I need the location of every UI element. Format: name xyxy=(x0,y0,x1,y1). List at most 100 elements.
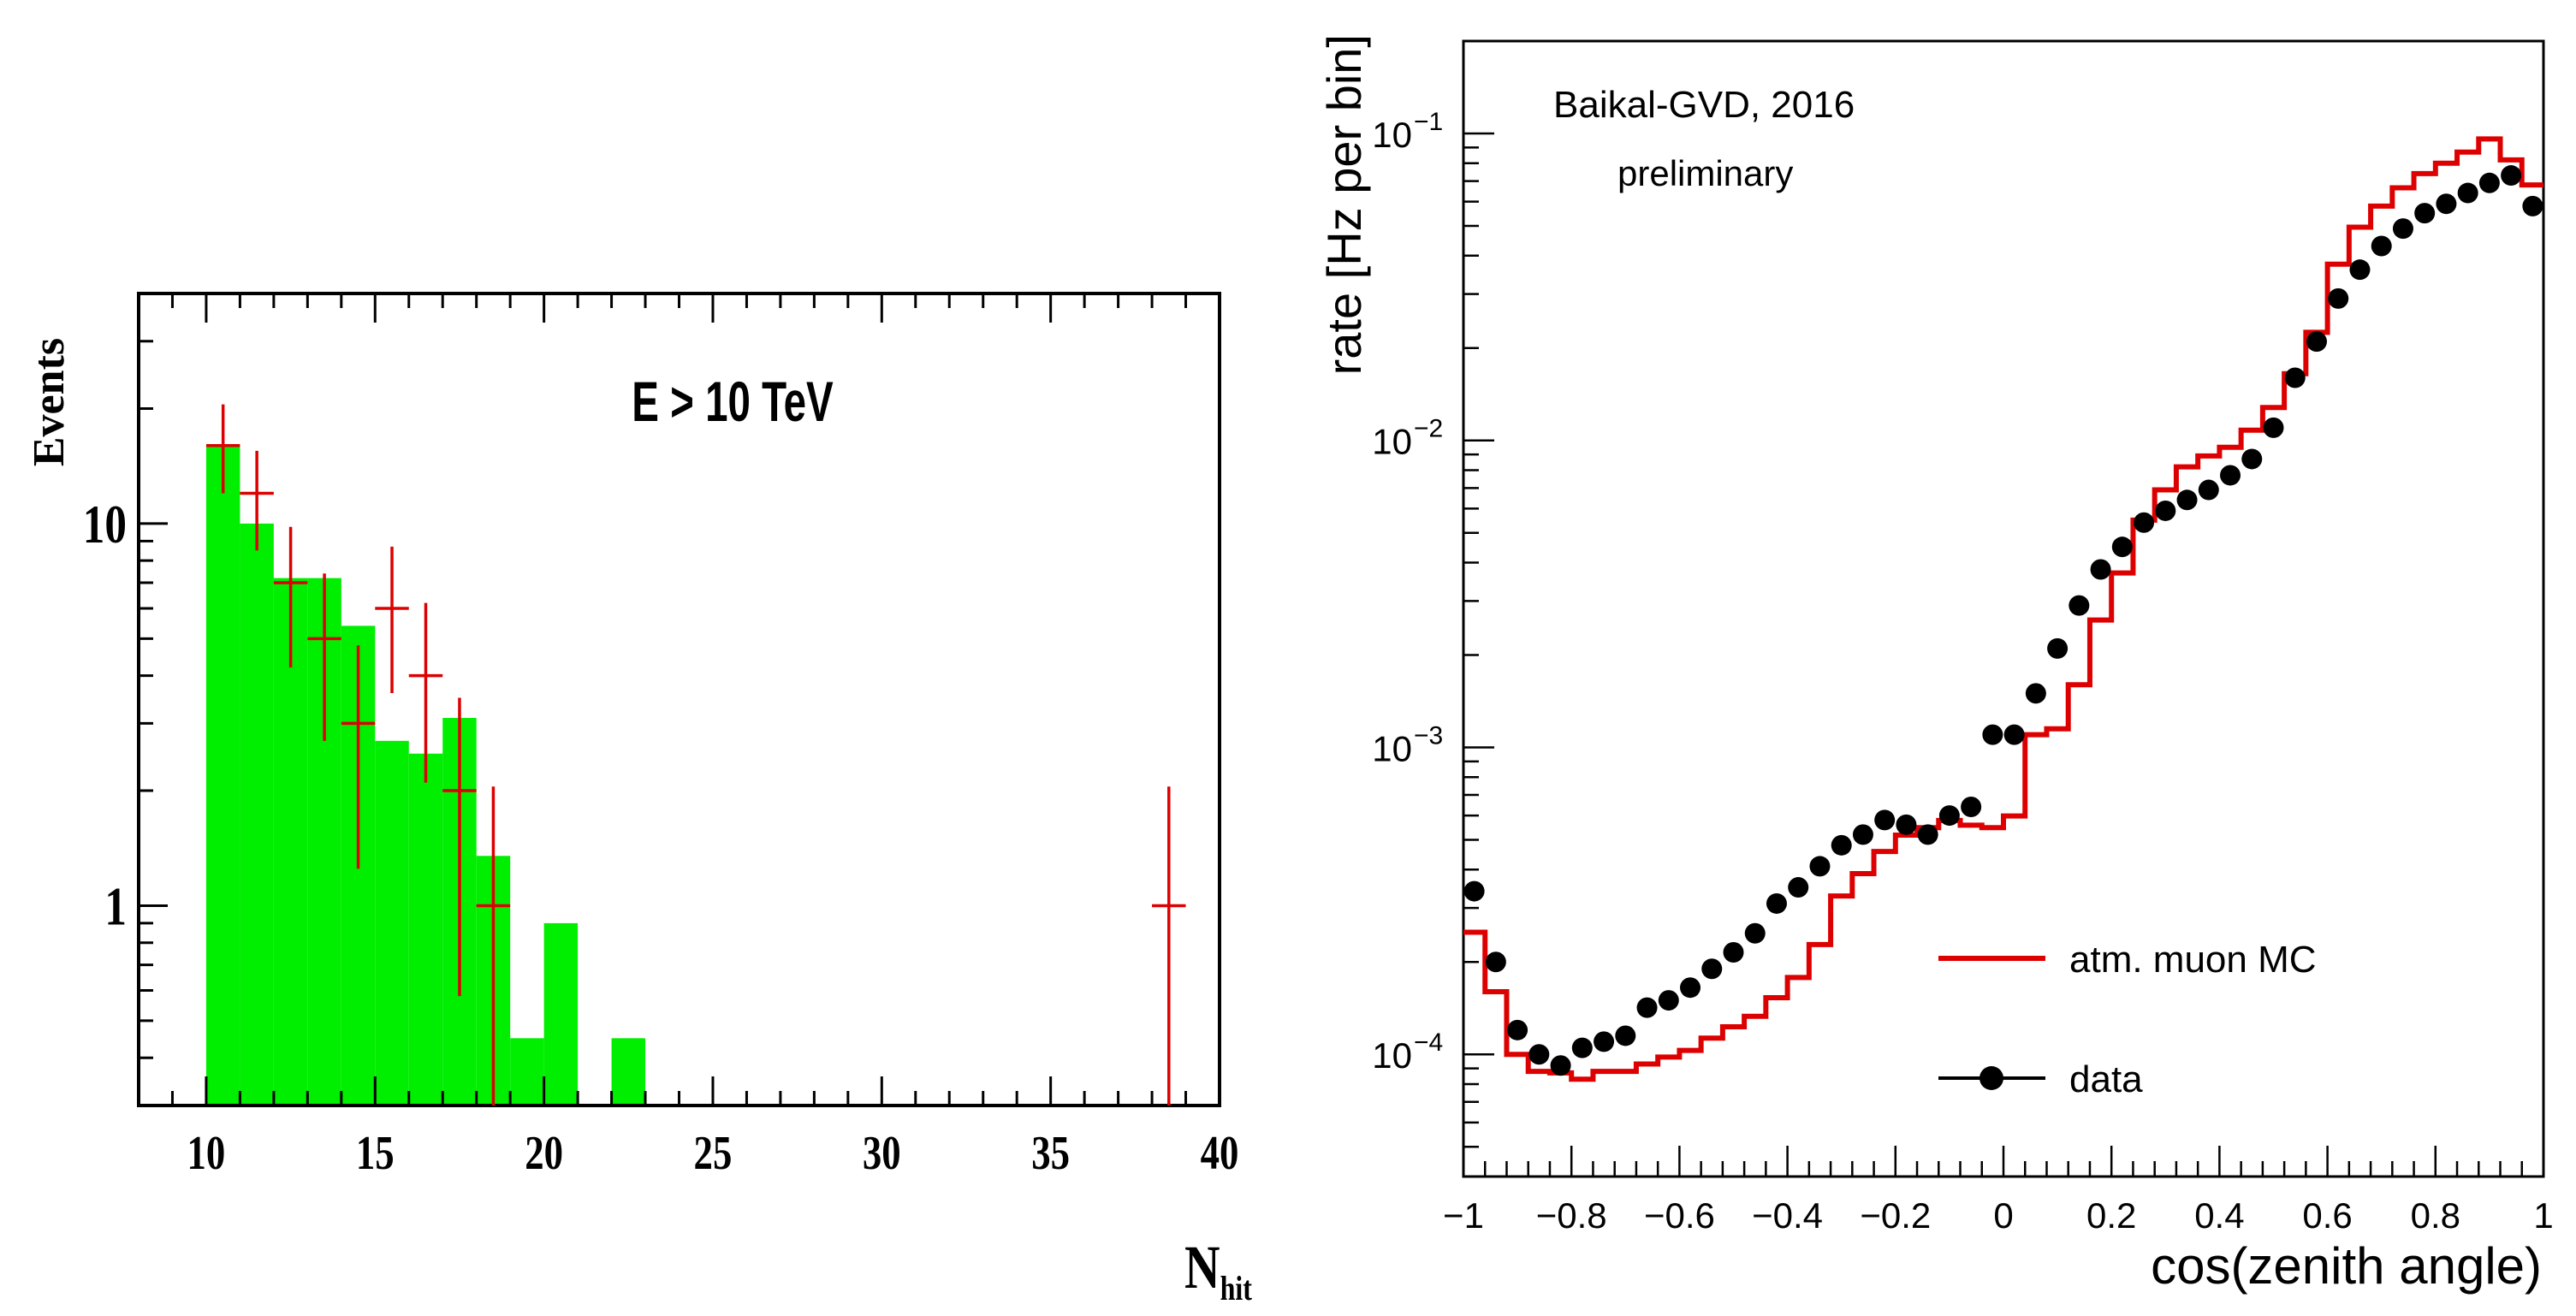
data-point xyxy=(2478,172,2500,193)
y-tick-label-exponent: −4 xyxy=(1414,1028,1443,1057)
data-point xyxy=(1463,880,1485,902)
histogram-bar xyxy=(375,740,409,1106)
data-point xyxy=(2003,724,2025,745)
y-tick-label: 10 xyxy=(83,493,127,554)
data-point xyxy=(1744,922,1766,944)
data-point xyxy=(1680,977,1701,999)
data-point xyxy=(2328,288,2349,309)
data-point xyxy=(1961,797,1982,818)
data-point xyxy=(1550,1055,1571,1076)
legend-data-swatch-marker xyxy=(1979,1066,2003,1090)
x-tick-label: 30 xyxy=(863,1126,901,1179)
x-tick-label: −0.4 xyxy=(1752,1195,1823,1236)
histogram-bar xyxy=(510,1038,544,1106)
data-point xyxy=(240,450,274,551)
x-tick-label: 15 xyxy=(356,1126,395,1179)
data-point xyxy=(1831,834,1852,856)
data-point xyxy=(1917,824,1938,845)
data-point xyxy=(2176,489,2198,511)
data-point xyxy=(1485,951,1506,973)
left-annotation: E > 10 TeV xyxy=(632,370,834,433)
right-x-axis-label: cos(zenith angle) xyxy=(2151,1237,2542,1295)
data-point xyxy=(1896,814,1917,835)
data-point xyxy=(2501,165,2522,187)
data-point xyxy=(2155,500,2176,521)
left-y-axis-label: Events xyxy=(25,338,74,466)
data-point xyxy=(442,697,477,997)
data-point xyxy=(1874,809,1896,831)
data-point xyxy=(205,404,240,494)
data-point xyxy=(1658,990,1679,1011)
right-chart-subtitle: preliminary xyxy=(1617,153,1793,193)
data-point xyxy=(2284,367,2306,388)
x-tick-label: 35 xyxy=(1031,1126,1070,1179)
left-x-axis-label: N hit xyxy=(1184,1234,1252,1307)
left-x-axis-label-sub: hit xyxy=(1220,1270,1252,1307)
x-tick-label: −0.2 xyxy=(1860,1195,1931,1236)
legend-mc-label: atm. muon MC xyxy=(2069,939,2317,981)
data-point xyxy=(2457,182,2478,204)
data-point xyxy=(2198,479,2219,501)
x-tick-label: 20 xyxy=(525,1126,563,1179)
histogram-bar xyxy=(543,922,579,1106)
data-point xyxy=(1982,724,2003,745)
data-point xyxy=(2392,218,2413,240)
data-point xyxy=(341,645,376,869)
x-tick-label: 0 xyxy=(1993,1195,2013,1236)
data-point xyxy=(2371,235,2392,257)
y-tick-label: 1 xyxy=(104,875,127,937)
x-tick-label: −0.6 xyxy=(1644,1195,1715,1236)
y-tick-label-base: 10 xyxy=(1372,115,1412,155)
y-tick-label: 10 −1 xyxy=(1372,108,1443,155)
y-tick-label-exponent: −3 xyxy=(1414,721,1443,750)
right-axis-ticks xyxy=(1462,39,2545,1178)
data-point xyxy=(273,526,308,668)
data-point xyxy=(2220,465,2241,486)
y-tick-label: 10 −2 xyxy=(1372,415,1443,462)
y-tick-label-base: 10 xyxy=(1372,728,1412,768)
x-tick-label: 0.8 xyxy=(2411,1195,2460,1236)
y-tick-label: 10 −4 xyxy=(1372,1028,1443,1076)
right-chart-panel: −1 −0.8 −0.6 −0.4 −0.2 0 0.2 0.4 0.6 0.8 110−410−3… xyxy=(1317,34,2554,1295)
right-legend: atm. muon MC data xyxy=(1938,939,2317,1100)
x-tick-label: 0.6 xyxy=(2302,1195,2352,1236)
right-y-axis-label: rate [Hz per bin] xyxy=(1317,34,1371,375)
legend-data-label: data xyxy=(2069,1058,2143,1100)
mc-step-line xyxy=(1463,136,2543,1082)
data-point xyxy=(1809,856,1831,877)
x-tick-label: 1 xyxy=(2533,1195,2553,1236)
x-tick-label: 10 xyxy=(187,1126,226,1179)
data-point xyxy=(2111,536,2133,558)
data-point xyxy=(1938,805,1960,827)
histogram-bar xyxy=(240,523,274,1106)
data-point xyxy=(2069,595,2090,616)
x-tick-label: 0.2 xyxy=(2086,1195,2136,1236)
data-point xyxy=(2349,259,2371,281)
right-plot-frame xyxy=(1462,39,2545,1178)
data-point xyxy=(1766,892,1787,914)
x-tick-label: 40 xyxy=(1201,1126,1239,1179)
data-point xyxy=(2263,417,2284,438)
left-data-points xyxy=(205,404,1186,1106)
data-point xyxy=(2306,331,2327,353)
x-tick-label: −1 xyxy=(1443,1195,1484,1236)
histogram-bar xyxy=(611,1038,646,1106)
data-point xyxy=(307,573,341,741)
left-tick-labels: 10 15 20 25 30 35 40 1 10 xyxy=(83,493,1239,1179)
data-point xyxy=(1852,824,1873,845)
right-chart-title: Baikal-GVD, 2016 xyxy=(1553,84,1855,126)
data-point xyxy=(1723,941,1744,963)
data-point xyxy=(1152,786,1186,1106)
y-tick-label-exponent: −1 xyxy=(1414,108,1443,136)
data-point xyxy=(1615,1025,1636,1046)
left-plot-frame xyxy=(137,292,1221,1107)
histogram-bar xyxy=(408,753,443,1106)
x-tick-label: 0.4 xyxy=(2194,1195,2244,1236)
data-point xyxy=(1507,1019,1528,1040)
data-point xyxy=(1594,1031,1615,1052)
data-point xyxy=(1701,958,1723,980)
data-point xyxy=(2025,683,2046,704)
left-chart-panel: 10 15 20 25 30 35 40 1 10 E > 10 TeV Events N hi… xyxy=(25,292,1252,1307)
x-tick-label: 25 xyxy=(694,1126,733,1179)
